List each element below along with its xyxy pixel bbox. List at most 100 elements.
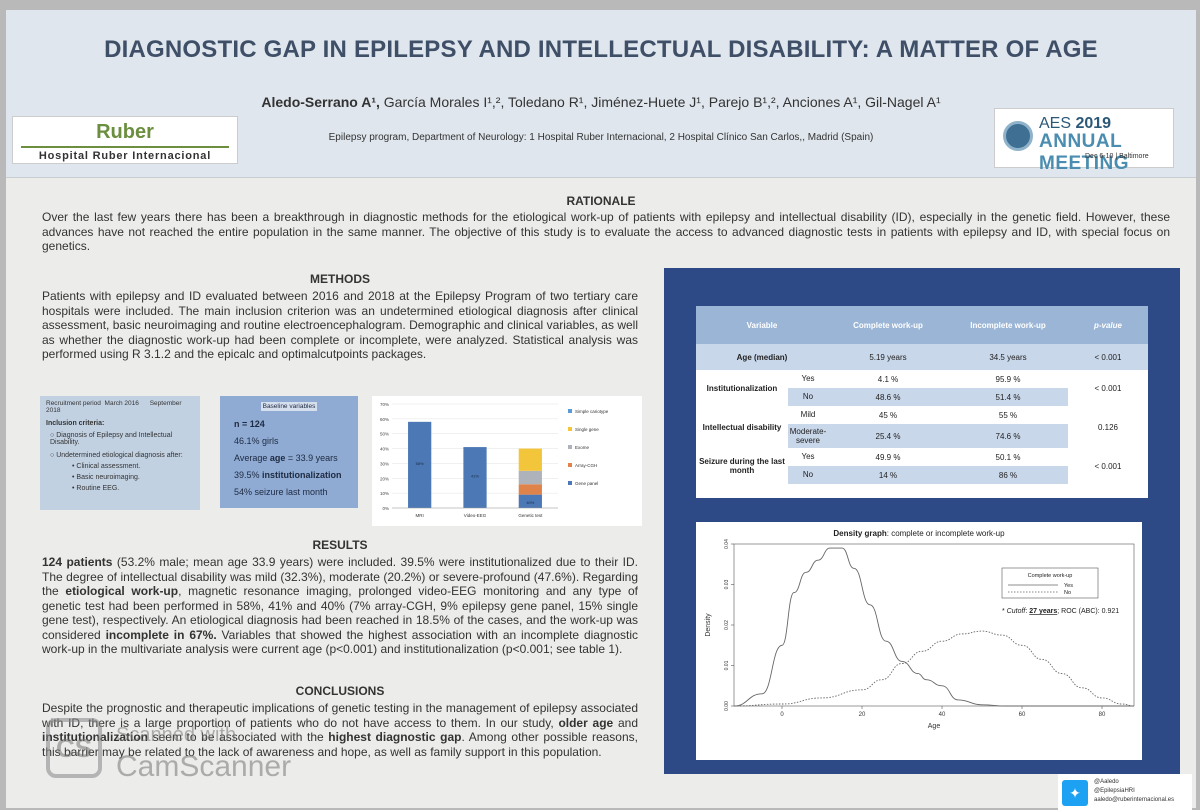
data-label: 58% [416, 461, 424, 466]
density-graph: Density graph: complete or incomplete wo… [696, 522, 1142, 760]
ruber-logo-subtitle: Hospital Ruber Internacional [21, 146, 229, 162]
baseline-variables-box: Baseline variables n = 124 46.1% girls A… [220, 396, 358, 508]
table-row: Seizure during the last month Yes No 49.… [696, 448, 1148, 484]
y-tick-label: 0.03 [724, 579, 730, 589]
baseline-girls: 46.1% girls [234, 436, 279, 446]
twitter-icon: ✦ [1062, 780, 1088, 806]
aes-logo: AES 2019 ANNUAL MEETING Dec 6-10 | Balti… [994, 108, 1174, 174]
methods-heading: METHODS [310, 272, 370, 286]
first-author: Aledo-Serrano A¹, [261, 94, 380, 110]
table-header: p-value [1068, 306, 1148, 344]
conclusions-heading: CONCLUSIONS [295, 684, 385, 698]
baseline-title: Baseline variables [261, 402, 317, 411]
results-table: Variable Complete work-up Incomplete wor… [696, 306, 1148, 498]
author-list: Aledo-Serrano A¹, García Morales I¹,², T… [6, 94, 1196, 110]
legend-entry: Single gene [575, 427, 599, 432]
y-tick-label: 20% [380, 476, 389, 481]
series-line-yes [733, 547, 1134, 707]
y-tick-label: 50% [380, 432, 389, 437]
ruber-logo-name: Ruber [96, 121, 154, 143]
density-legend [1001, 567, 1099, 599]
twitter-handle: @EpilepsiaHRI [1094, 788, 1135, 794]
x-axis-label: Age [928, 723, 941, 730]
legend-entry: Array-CGH [575, 463, 597, 468]
category-label: Video-EEG [464, 513, 487, 518]
y-tick-label: 10% [380, 491, 389, 496]
inclusion-criteria-box: Recruitment period March 2016 September … [40, 396, 200, 510]
category-label: MRI [416, 513, 424, 518]
inclusion-subitem: • Routine EEG. [72, 485, 120, 492]
x-tick-label: 60 [1019, 712, 1026, 718]
y-tick-label: 0% [382, 506, 389, 511]
legend-entry: Simple cariotype [575, 409, 609, 414]
y-tick-label: 70% [380, 402, 389, 407]
cutoff-note: * Cutoff: 27 years; ROC (ABC): 0.921 [1002, 608, 1119, 615]
baseline-seizure: 54% seizure last month [234, 487, 328, 497]
contact-text: @Aaledo @EpilepsiaHRI aaledo@ruberintern… [1094, 778, 1174, 805]
other-authors: García Morales I¹,², Toledano R¹, Jiméne… [379, 94, 941, 110]
baseline-n: n = 124 [234, 419, 265, 429]
aes-logo-title: AES 2019 [1039, 115, 1112, 132]
y-axis-label: Density [705, 613, 712, 637]
legend-yes: Yes [1064, 583, 1073, 589]
twitter-handle: @Aaledo [1094, 779, 1119, 785]
legend-entry: Gene panel [575, 481, 598, 486]
inclusion-subitem: • Basic neuroimaging. [72, 474, 140, 481]
bar-segment [518, 448, 542, 471]
poster: DIAGNOSTIC GAP IN EPILEPSY AND INTELLECT… [6, 10, 1196, 810]
y-tick-label: 0.00 [724, 701, 730, 711]
data-label: 41% [471, 474, 479, 479]
recruitment-period: Recruitment period March 2016 September … [46, 400, 182, 414]
table-header: Variable [696, 306, 828, 344]
x-tick-label: 40 [939, 712, 946, 718]
camscanner-watermark: CS Scanned with CamScanner [46, 718, 346, 798]
legend-swatch [568, 427, 572, 431]
watermark-line1: Scanned with [116, 724, 237, 746]
legend-no: No [1064, 590, 1071, 596]
workup-bar-chart: 0% 10% 20% 30% 40% 50% 60% 70% 58% MRI 41% Video-EE… [372, 396, 642, 526]
poster-title: DIAGNOSTIC GAP IN EPILEPSY AND INTELLECT… [104, 36, 1098, 63]
rationale-heading: RATIONALE [566, 194, 636, 208]
camscanner-icon: CS [46, 718, 102, 778]
brain-icon [1003, 121, 1033, 151]
table-row: Institutionalization Yes No 4.1 % 95.9 %… [696, 370, 1148, 406]
table-row: Intellectual disability Mild Moderate-se… [696, 406, 1148, 448]
legend-title: Complete work-up [1028, 573, 1073, 579]
aes-logo-meeting: ANNUAL MEETING [1039, 131, 1130, 174]
conclusions-text: Despite the prognostic and therapeutic i… [42, 701, 638, 759]
bar-segment [518, 470, 542, 485]
density-title: Density graph: complete or incomplete wo… [833, 529, 1005, 538]
ruber-logo: Ruber Hospital Ruber Internacional [12, 116, 238, 164]
inclusion-item: ○ Diagnosis of Epilepsy and Intellectual… [50, 432, 173, 446]
y-tick-label: 0.01 [724, 660, 730, 670]
bar [408, 421, 432, 508]
legend-entry: Exome [575, 445, 590, 450]
table-header: Complete work-up [828, 306, 948, 344]
aes-logo-date: Dec 6-10 | Baltimore [1085, 153, 1149, 160]
affiliation: Epilepsy program, Department of Neurolog… [328, 132, 874, 143]
contact-email: aaledo@ruberinternacional.es [1094, 797, 1175, 803]
data-label: 40% [526, 500, 534, 505]
x-tick-label: 0 [780, 712, 784, 718]
y-tick-label: 0.02 [724, 620, 730, 630]
results-heading: RESULTS [312, 538, 368, 552]
contact-box: ✦ @Aaledo @EpilepsiaHRI aaledo@ruberinte… [1058, 774, 1192, 810]
bar-segment [518, 494, 542, 508]
inclusion-label: Inclusion criteria: [46, 420, 105, 427]
series-line-no [733, 630, 1135, 707]
inclusion-subitem: • Clinical assessment. [72, 463, 141, 470]
table-row: Age (median) 5.19 years 34.5 years < 0.0… [696, 344, 1148, 370]
results-text: 124 patients (53.2% male; mean age 33.9 … [42, 555, 639, 656]
x-tick-label: 80 [1099, 712, 1106, 718]
poster-header: DIAGNOSTIC GAP IN EPILEPSY AND INTELLECT… [6, 10, 1196, 178]
inclusion-item: ○ Undetermined etiological diagnosis aft… [50, 452, 183, 459]
table-row: 48.6 % 51.4 % [696, 388, 1148, 406]
legend-swatch [568, 481, 572, 485]
y-tick-label: 40% [380, 447, 389, 452]
table-row: 14 % 86 % [696, 466, 1148, 484]
table-header: Incomplete work-up [948, 306, 1068, 344]
bar-segment [518, 484, 542, 495]
table-row: 25.4 % 74.6 % [696, 424, 1148, 448]
x-tick-label: 20 [859, 712, 866, 718]
rationale-text: Over the last few years there has been a… [42, 210, 1170, 253]
